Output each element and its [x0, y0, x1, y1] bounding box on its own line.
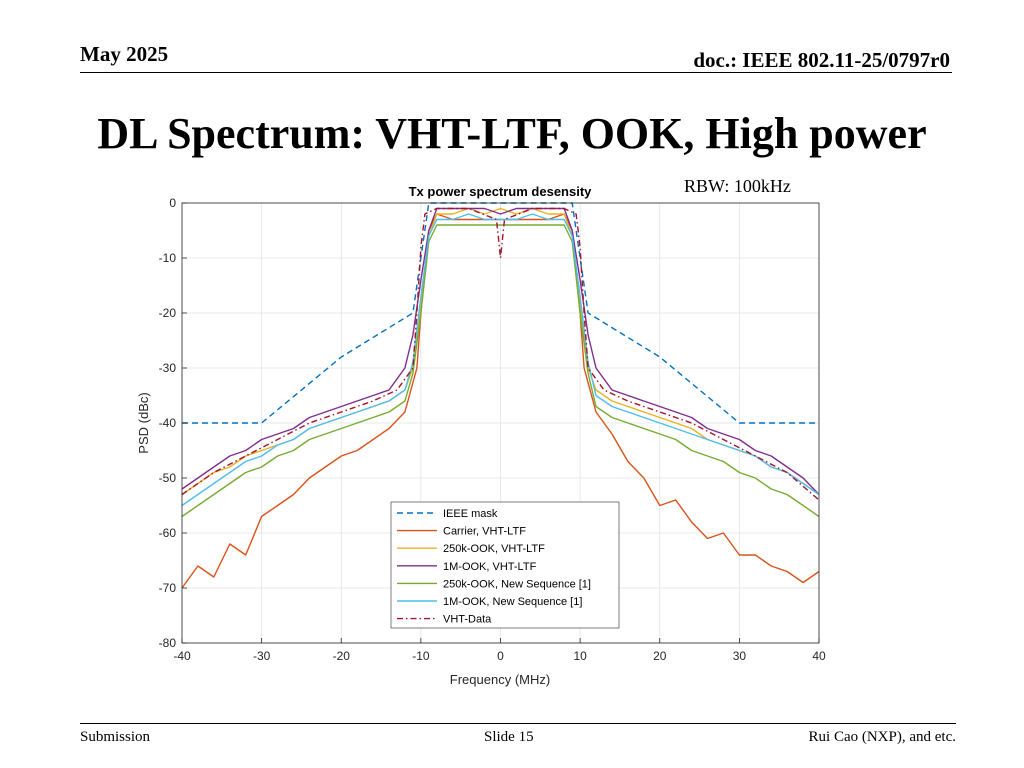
x-tick-label: 30 — [733, 649, 747, 663]
psd-chart: Tx power spectrum desensity -40 -30 -20 -10… — [136, 184, 826, 687]
series-line-0 — [182, 202, 819, 424]
series-line-6 — [181, 207, 820, 501]
legend-box — [390, 501, 620, 629]
y-tick-label: -80 — [159, 636, 177, 650]
slide-title: DL Spectrum: VHT-LTF, OOK, High power — [97, 109, 927, 158]
x-tick-label: 40 — [812, 649, 826, 663]
footer-divider — [80, 723, 956, 724]
x-tick-label: -40 — [173, 649, 191, 663]
y-tick-label: -30 — [159, 361, 177, 375]
y-tick-label: -70 — [159, 581, 177, 595]
y-tick-label: -60 — [159, 526, 177, 540]
legend-label: 1M-OOK, New Sequence [1] — [443, 596, 582, 608]
x-axis-label: Frequency (MHz) — [450, 672, 550, 687]
series-line-3 — [181, 207, 820, 495]
legend: IEEE mask Carrier, VHT-LTF 250k-OOK, VHT-L… — [390, 501, 620, 629]
legend-label: 250k-OOK, VHT-LTF — [443, 543, 545, 555]
y-axis-label: PSD (dBc) — [136, 392, 151, 453]
legend-label: Carrier, VHT-LTF — [443, 526, 526, 538]
y-tick-label: -20 — [159, 306, 177, 320]
header-divider — [80, 72, 952, 73]
series-line-5 — [181, 213, 820, 507]
y-tick-label: 0 — [169, 196, 176, 210]
x-tick-label: 0 — [497, 649, 504, 663]
header-date: May 2025 — [80, 42, 169, 66]
legend-label: IEEE mask — [443, 508, 498, 520]
footer-submission: Submission — [80, 729, 151, 745]
rbw-note: RBW: 100kHz — [684, 176, 791, 196]
y-tick-label: -40 — [159, 416, 177, 430]
axis-ticks: -40 -30 -20 -10 0 10 20 30 40 0 -10 -20 -30 -40 -50 -60… — [159, 196, 826, 663]
header-doc-id: doc.: IEEE 802.11-25/0797r0 — [693, 48, 950, 72]
y-tick-label: -10 — [159, 251, 177, 265]
x-tick-label: 20 — [653, 649, 667, 663]
series-lines — [181, 202, 820, 589]
legend-label: VHT-Data — [443, 614, 492, 626]
x-tick-label: 10 — [573, 649, 587, 663]
legend-label: 250k-OOK, New Sequence [1] — [443, 578, 591, 590]
legend-label: 1M-OOK, VHT-LTF — [443, 561, 537, 573]
x-tick-label: -10 — [412, 649, 430, 663]
footer-slide-number: Slide 15 — [484, 729, 534, 745]
footer-author: Rui Cao (NXP), and etc. — [808, 729, 956, 745]
y-tick-label: -50 — [159, 471, 177, 485]
series-line-4 — [181, 224, 820, 518]
x-tick-label: -30 — [253, 649, 271, 663]
x-tick-label: -20 — [333, 649, 351, 663]
chart-title: Tx power spectrum desensity — [409, 184, 593, 199]
